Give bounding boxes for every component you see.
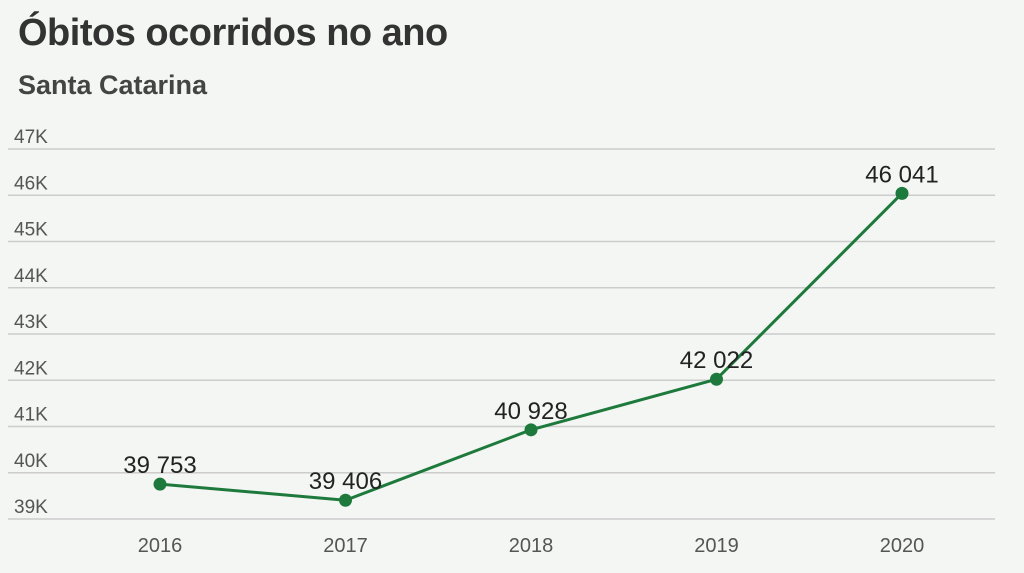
y-tick-label: 46K	[14, 173, 48, 194]
y-axis-ticks: 39K 40K 41K 42K 43K 44K 45K 46K 47K	[14, 127, 48, 518]
data-labels: 39 753 39 406 40 928 42 022 46 041	[123, 161, 938, 495]
x-tick-label: 2019	[694, 535, 739, 557]
y-tick-label: 42K	[14, 358, 48, 379]
x-tick-label: 2018	[509, 535, 554, 557]
data-point	[895, 186, 909, 200]
chart-title: Óbitos ocorridos no ano	[18, 12, 448, 54]
y-tick-label: 39K	[14, 497, 48, 518]
y-tick-label: 40K	[14, 451, 48, 472]
grid-lines	[8, 148, 995, 520]
y-tick-label: 47K	[14, 127, 48, 148]
data-label: 39 406	[309, 468, 382, 495]
y-tick-label: 43K	[14, 312, 48, 333]
data-label: 42 022	[680, 347, 753, 374]
series-line	[159, 192, 904, 502]
y-tick-label: 44K	[14, 266, 48, 287]
y-tick-label: 41K	[14, 405, 48, 426]
data-label: 39 753	[123, 452, 196, 479]
data-label: 46 041	[865, 161, 938, 188]
data-point	[710, 372, 723, 386]
chart-subtitle: Santa Catarina	[18, 70, 208, 100]
x-axis-ticks: 2016 2017 2018 2019 2020	[138, 535, 925, 557]
data-points	[153, 186, 909, 507]
data-point	[339, 493, 352, 507]
series-line-group	[159, 192, 904, 502]
data-point	[524, 423, 538, 437]
x-tick-label: 2020	[880, 535, 925, 557]
data-label: 40 928	[494, 398, 567, 425]
x-tick-label: 2017	[323, 535, 368, 557]
x-tick-label: 2016	[138, 535, 183, 557]
y-tick-label: 45K	[14, 220, 48, 241]
data-point	[153, 477, 167, 491]
